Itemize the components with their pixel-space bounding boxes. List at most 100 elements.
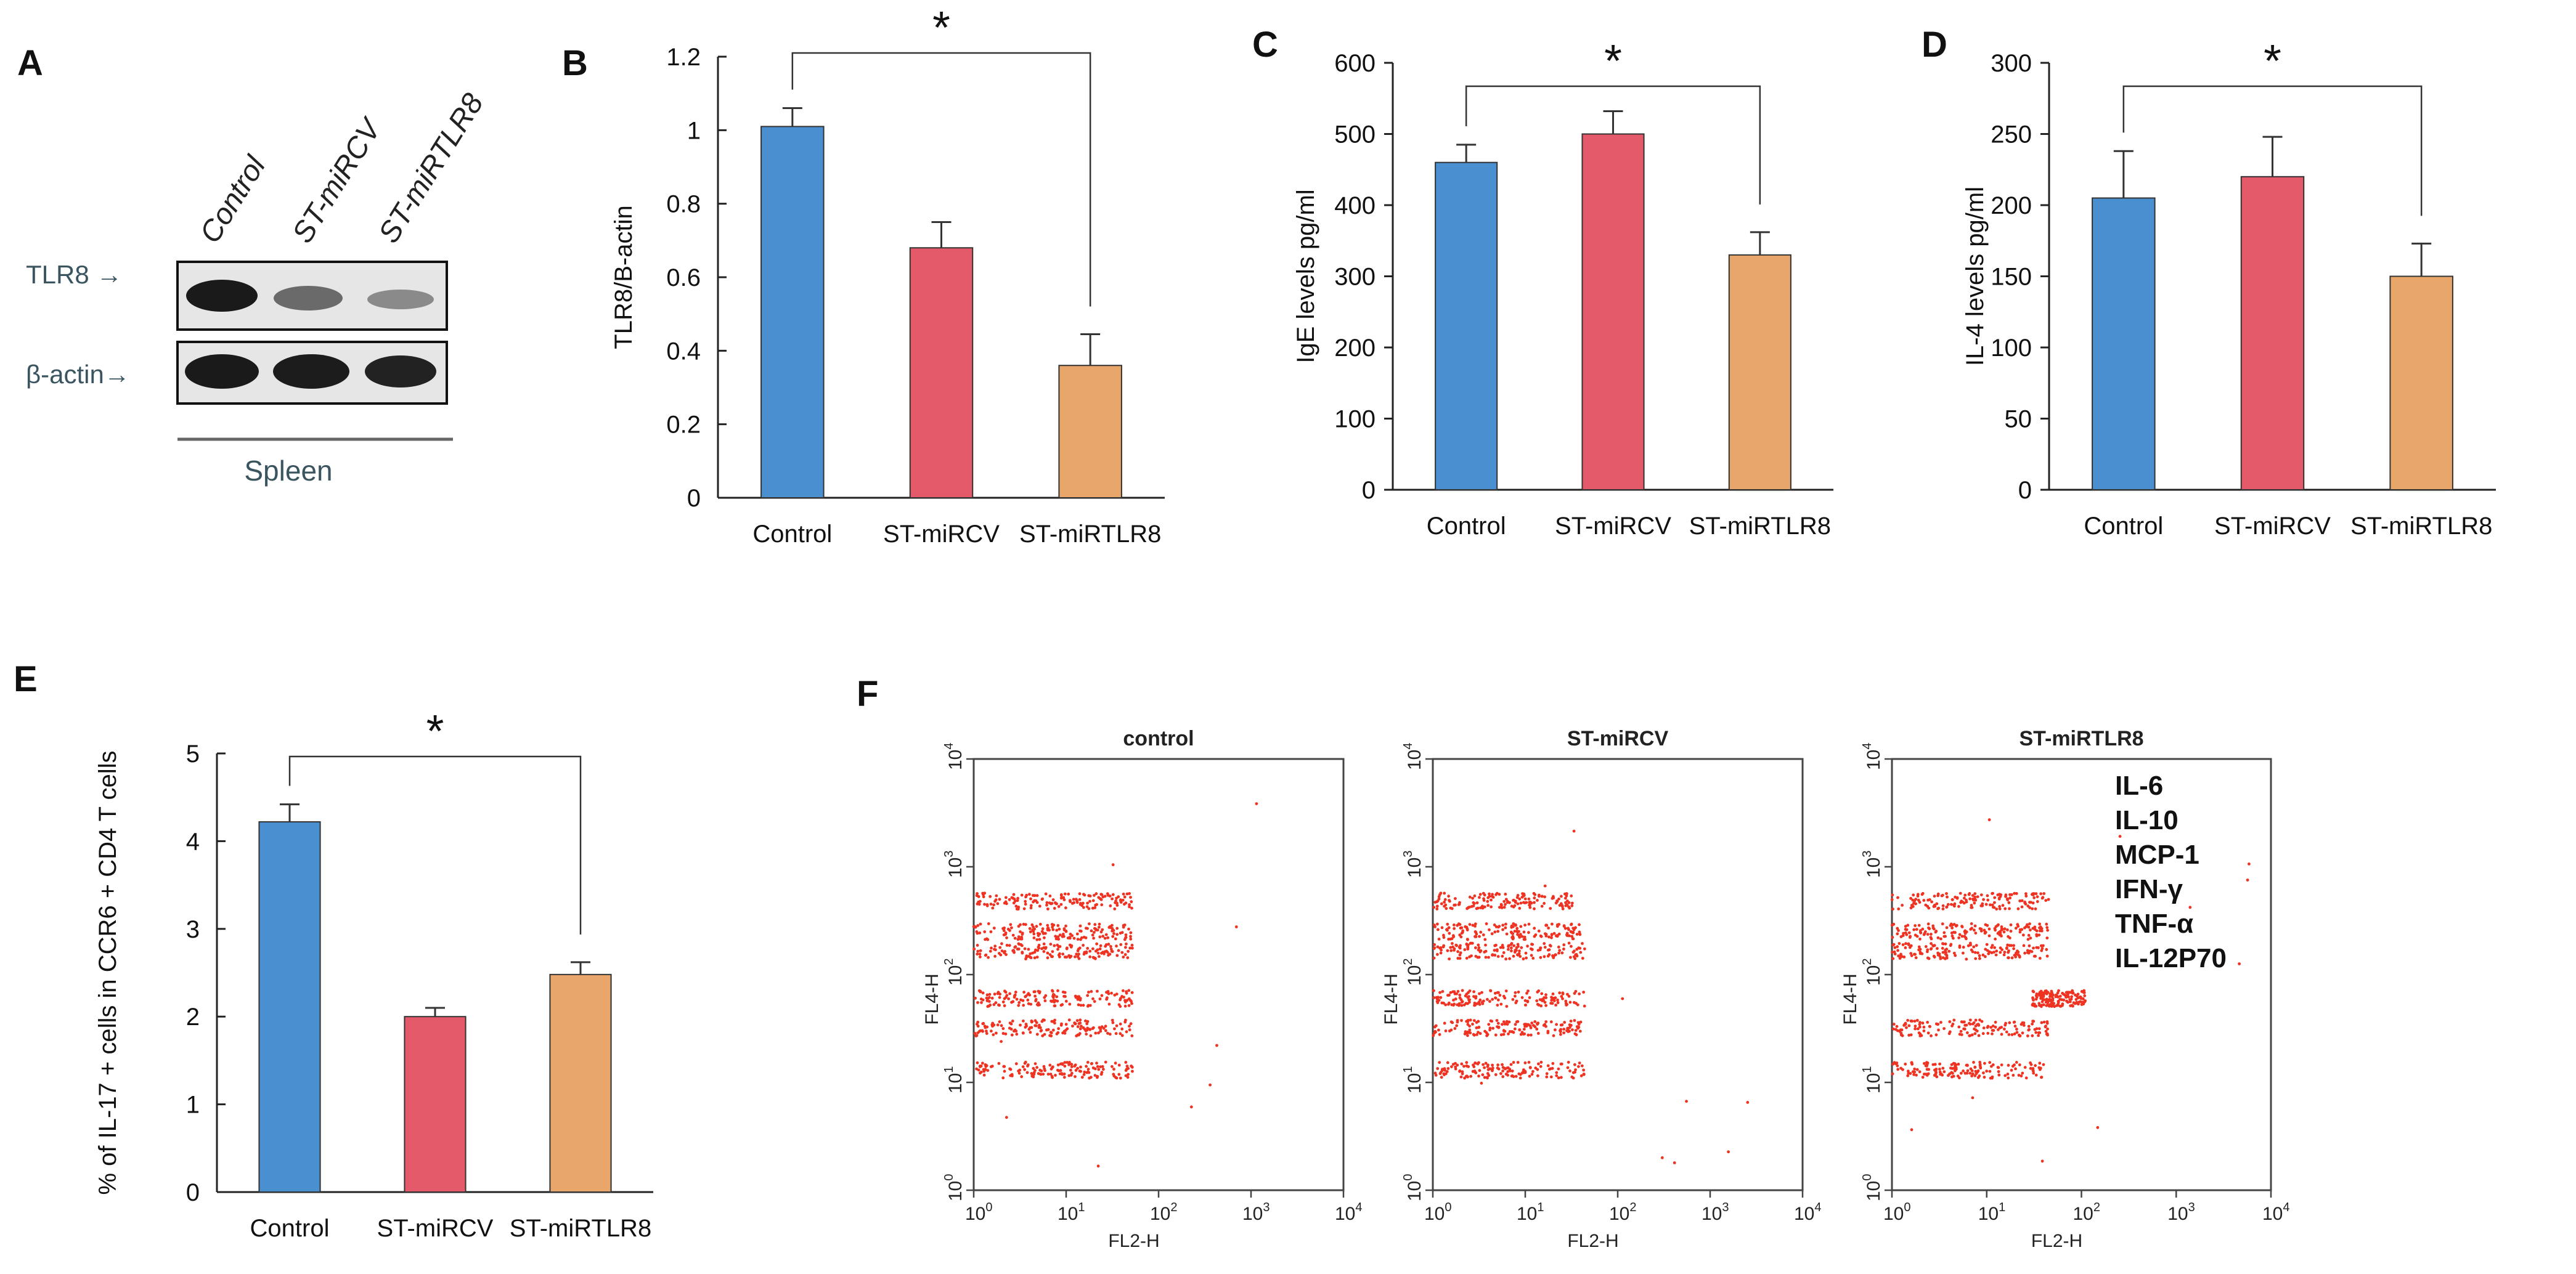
- flow-event-dot: [1551, 922, 1554, 926]
- flow-event-dot: [2010, 1068, 2013, 1072]
- flow-event-dot: [1032, 1066, 1035, 1070]
- flow-event-dot: [2003, 907, 2007, 911]
- flow-event-dot: [1068, 1061, 1071, 1064]
- y-tick-exponent: 2: [1401, 959, 1415, 965]
- flow-event-dot: [1978, 1060, 1982, 1064]
- flow-event-dot: [979, 997, 983, 1001]
- flow-event-dot: [1501, 928, 1505, 931]
- flow-event-dot: [1501, 944, 1504, 947]
- flow-event-dot: [1963, 1023, 1967, 1027]
- flow-event-dot: [1471, 896, 1475, 900]
- flow-event-dot: [1529, 1033, 1533, 1037]
- flow-event-dot: [1079, 902, 1082, 905]
- flow-event-dot: [1891, 893, 1894, 897]
- flow-event-dot: [2016, 925, 2020, 928]
- flow-event-dot: [1520, 935, 1524, 938]
- flow-event-dot: [1891, 936, 1894, 939]
- flow-event-dot: [1517, 944, 1520, 948]
- flow-event-dot: [1926, 898, 1930, 902]
- flow-event-dot: [1447, 926, 1451, 930]
- flow-event-dot: [2050, 1000, 2053, 1004]
- flow-event-dot: [1533, 935, 1536, 938]
- flow-event-dot: [1570, 923, 1573, 927]
- flow-event-dot: [1572, 829, 1576, 833]
- y-tick-exponent: 1: [1401, 1066, 1415, 1073]
- flow-event-dot: [1017, 1004, 1021, 1007]
- flow-event-dot: [1042, 1065, 1046, 1068]
- flow-event-dot: [1474, 935, 1478, 938]
- flow-event-dot: [1568, 934, 1571, 938]
- flow-event-dot: [1127, 927, 1130, 931]
- y-tick-exponent: 3: [942, 851, 956, 858]
- flow-event-dot: [1950, 934, 1954, 938]
- flow-event-dot: [2023, 926, 2026, 930]
- flow-event-dot: [1941, 904, 1945, 907]
- flow-event-dot: [2039, 989, 2043, 993]
- flow-event-dot: [1022, 907, 1026, 911]
- flow-event-dot: [1950, 898, 1954, 901]
- flow-event-dot: [1456, 1063, 1459, 1067]
- flow-event-dot: [1085, 905, 1089, 909]
- flow-event-dot: [2048, 1004, 2052, 1008]
- flow-event-dot: [974, 1034, 978, 1037]
- flow-event-dot: [2064, 996, 2068, 999]
- flow-event-dot: [998, 1004, 1001, 1007]
- flow-event-dot: [992, 903, 995, 907]
- flow-event-dot: [1909, 1072, 1912, 1075]
- flow-event-dot: [1920, 893, 1924, 896]
- y-tick-exponent: 0: [1401, 1174, 1415, 1181]
- flow-event-dot: [2050, 995, 2054, 999]
- flow-event-dot: [996, 902, 1000, 906]
- flow-event-dot: [1088, 949, 1092, 953]
- flow-event-dot: [1104, 1029, 1107, 1033]
- flow-event-dot: [1936, 892, 1940, 896]
- flow-event-dot: [2079, 997, 2083, 1000]
- flow-event-dot: [2040, 1000, 2044, 1004]
- flow-event-dot: [1488, 928, 1491, 931]
- flow-event-dot: [1969, 928, 1973, 931]
- flow-event-dot: [2070, 1004, 2074, 1007]
- flow-event-dot: [1066, 1027, 1069, 1031]
- flow-event-dot: [1477, 1020, 1480, 1023]
- flow-event-dot: [1974, 931, 1978, 935]
- flow-event-dot: [1051, 1028, 1055, 1032]
- flow-event-dot: [2069, 991, 2073, 994]
- flow-event-dot: [976, 1024, 980, 1028]
- flow-event-dot: [1523, 1061, 1527, 1065]
- flow-event-dot: [1567, 941, 1571, 945]
- flow-event-dot: [994, 948, 997, 952]
- flow-event-dot: [1555, 923, 1559, 927]
- flow-event-dot: [1114, 901, 1117, 904]
- flow-event-dot: [1468, 1000, 1471, 1004]
- flow-event-dot: [1983, 931, 1987, 935]
- flow-event-dot: [1554, 1028, 1557, 1032]
- flow-event-dot: [1436, 1067, 1440, 1070]
- flow-event-dot: [1114, 1076, 1117, 1079]
- flow-event-dot: [1575, 1025, 1579, 1028]
- flow-event-dot: [1515, 999, 1518, 1003]
- flow-event-dot: [2037, 1034, 2040, 1037]
- flow-event-dot: [1459, 998, 1463, 1001]
- flow-event-dot: [1959, 1071, 1963, 1075]
- flow-event-dot: [2021, 1071, 2024, 1075]
- flow-event-dot: [1565, 892, 1568, 895]
- flow-event-dot: [1046, 907, 1050, 911]
- flow-event-dot: [1130, 943, 1134, 947]
- flow-event-dot: [1946, 903, 1950, 906]
- flow-event-dot: [1111, 1018, 1114, 1022]
- flow-event-dot: [1036, 1004, 1040, 1007]
- bar-control: [2092, 197, 2156, 490]
- flow-event-dot: [1513, 904, 1517, 907]
- flow-event-dot: [1102, 1068, 1105, 1071]
- flow-event-dot: [1506, 1070, 1510, 1073]
- flow-event-dot: [1581, 957, 1584, 960]
- flow-event-dot: [1093, 906, 1096, 909]
- flow-event-dot: [1432, 956, 1436, 960]
- flow-event-dot: [1912, 901, 1915, 905]
- flow-event-dot: [1550, 999, 1554, 1002]
- flow-event-dot: [1986, 894, 1989, 898]
- flow-event-dot: [1896, 896, 1899, 899]
- flow-event-dot: [1965, 1071, 1969, 1075]
- flow-event-dot: [1046, 928, 1050, 931]
- flow-event-dot: [985, 904, 989, 907]
